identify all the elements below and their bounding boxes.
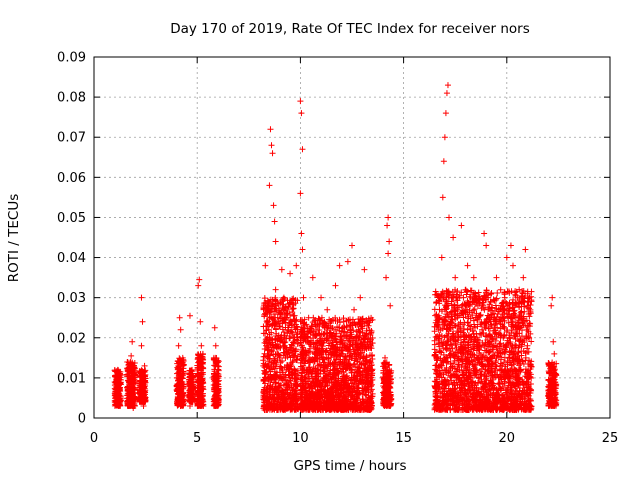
- data-point: [138, 379, 145, 386]
- data-point: [186, 382, 193, 389]
- data-point: [437, 348, 444, 355]
- data-point: [177, 359, 184, 366]
- data-point: [141, 385, 148, 392]
- data-point: [180, 384, 187, 391]
- data-point: [464, 326, 471, 333]
- data-point: [179, 390, 186, 397]
- data-point: [187, 389, 194, 396]
- data-point: [179, 371, 186, 378]
- data-point: [131, 390, 138, 397]
- data-point: [195, 372, 202, 379]
- data-point: [197, 387, 204, 394]
- data-point: [129, 359, 136, 366]
- data-point: [196, 401, 203, 408]
- data-point: [195, 397, 202, 404]
- data-point: [174, 374, 181, 381]
- data-point: [189, 382, 196, 389]
- data-point: [199, 375, 206, 382]
- data-point: [174, 398, 181, 405]
- data-point: [196, 402, 203, 409]
- data-point: [487, 291, 494, 298]
- data-point: [196, 354, 203, 361]
- data-point: [180, 357, 187, 364]
- data-point: [194, 364, 201, 371]
- data-point: [198, 367, 205, 374]
- data-point: [113, 378, 120, 385]
- data-point: [175, 401, 182, 408]
- data-point: [174, 386, 181, 393]
- chart-title: Day 170 of 2019, Rate Of TEC Index for r…: [170, 21, 530, 37]
- data-point: [112, 384, 119, 391]
- data-point: [138, 386, 145, 393]
- data-point: [174, 393, 181, 400]
- data-point: [186, 370, 193, 377]
- data-point: [141, 397, 148, 404]
- data-points: [111, 82, 560, 413]
- data-point: [117, 397, 124, 404]
- data-point: [194, 388, 201, 395]
- data-point: [141, 373, 148, 380]
- data-point: [124, 359, 131, 366]
